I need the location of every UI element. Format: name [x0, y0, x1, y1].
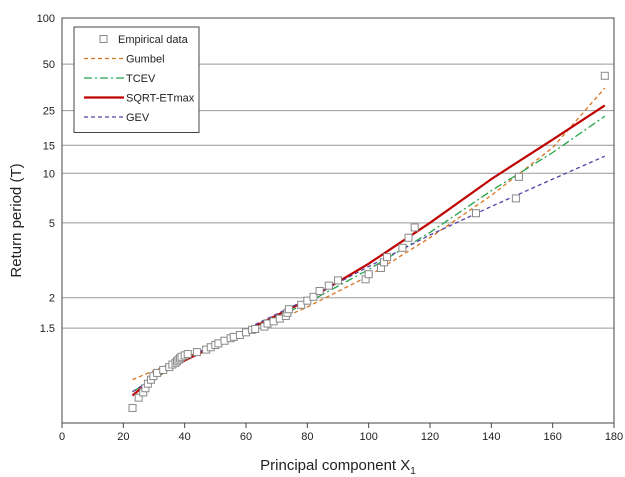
y-tick-label: 100 — [37, 13, 55, 25]
x-axis-title: Principal component X1 — [260, 457, 416, 477]
legend-label: Gumbel — [126, 54, 165, 66]
legend-item: GEV — [84, 112, 150, 124]
x-tick-label: 0 — [59, 431, 65, 443]
legend-swatch — [99, 35, 108, 43]
x-tick-label: 160 — [543, 431, 561, 443]
data-point — [472, 209, 480, 218]
legend-label: TCEV — [126, 73, 156, 85]
plot-area — [61, 17, 615, 424]
y-tick-label: 1.5 — [40, 323, 55, 335]
data-point — [600, 71, 609, 80]
y-tick-label: 50 — [43, 59, 55, 71]
legend-label: GEV — [126, 112, 150, 124]
x-tick-label: 80 — [301, 431, 313, 443]
y-tick-label: 5 — [49, 218, 55, 230]
y-axis-title: Return period (T) — [8, 163, 25, 277]
y-tick-label: 25 — [43, 106, 55, 118]
legend-label: SQRT-ETmax — [126, 93, 195, 105]
data-point — [309, 292, 318, 301]
data-point — [192, 348, 201, 357]
x-axis: 0 20 40 60 80 100 120 140 160 180 — [59, 423, 623, 443]
x-tick-label: 20 — [117, 431, 129, 443]
legend-box — [73, 26, 200, 133]
data-point — [398, 243, 407, 252]
data-point — [514, 172, 523, 181]
legend-item: TCEV — [84, 73, 156, 85]
data-point — [364, 270, 373, 279]
data-point — [404, 233, 413, 242]
x-tick-label: 120 — [421, 431, 439, 443]
x-tick-label: 180 — [605, 431, 623, 443]
x-tick-label: 140 — [482, 431, 500, 443]
x-axis-title-subscript: 1 — [410, 466, 416, 477]
x-tick-label: 40 — [179, 431, 191, 443]
data-point — [324, 281, 333, 290]
data-point — [383, 253, 392, 262]
y-tick-label: 10 — [43, 168, 55, 180]
data-point — [284, 305, 293, 314]
data-point — [183, 350, 192, 359]
legend: Empirical data Gumbel TCEV SQRT-ETmax GEV — [73, 26, 200, 133]
legend-item: SQRT-ETmax — [84, 93, 195, 105]
series-line-gumbel — [132, 87, 606, 381]
y-tick-label: 15 — [43, 140, 55, 152]
x-axis-title-main: Principal component X — [260, 457, 410, 474]
data-point — [128, 403, 137, 412]
data-point — [134, 393, 143, 402]
data-point — [315, 286, 324, 295]
legend-item: Gumbel — [84, 54, 165, 66]
series-layer — [128, 71, 609, 412]
x-tick-label: 100 — [359, 431, 377, 443]
x-tick-label: 60 — [240, 431, 252, 443]
data-point — [334, 276, 342, 285]
data-point — [251, 324, 260, 333]
data-point — [297, 300, 306, 309]
data-point — [410, 223, 419, 232]
data-point — [511, 194, 520, 203]
y-tick-label: 2 — [49, 293, 55, 305]
legend-label: Empirical data — [118, 34, 189, 46]
legend-item: Empirical data — [99, 34, 189, 46]
